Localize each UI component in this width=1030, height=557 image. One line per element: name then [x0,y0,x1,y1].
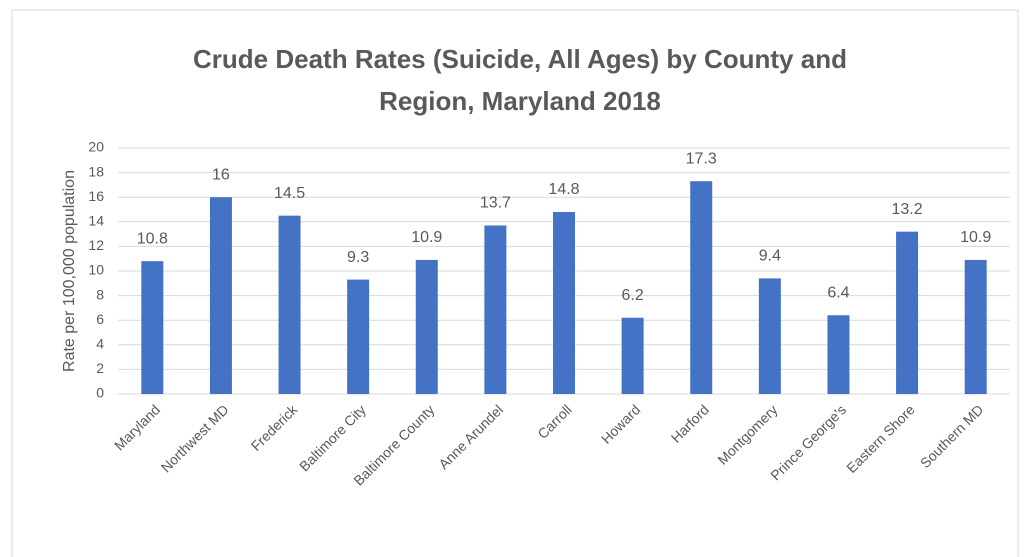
data-label: 13.7 [480,195,511,212]
y-tick-label: 10 [88,262,104,278]
bar [484,225,507,394]
bar [553,211,575,394]
bar [758,278,781,394]
y-tick-label: 16 [88,188,104,204]
bar [141,261,164,394]
y-tick-label: 4 [96,336,104,352]
bar [209,197,232,394]
bar [347,279,370,394]
y-tick-label: 18 [88,163,104,179]
bar [278,215,301,394]
y-tick-label: 8 [96,286,104,302]
data-label: 10.9 [960,229,991,246]
x-tick-label: Southern MD [917,401,987,471]
x-tick-label: Harford [668,401,712,445]
x-tick-label: Maryland [111,401,163,453]
data-label: 14.8 [548,181,579,198]
data-label: 13.2 [892,201,923,218]
y-tick-label: 12 [88,237,104,253]
data-label: 10.8 [137,230,168,247]
x-tick-label: Eastern Shore [843,401,918,476]
bar [896,231,919,394]
x-tick-label: Anne Arundel [435,401,506,472]
y-tick-label: 14 [88,213,104,229]
y-tick-label: 6 [96,311,104,327]
bar [690,181,713,394]
chart-border [11,9,1019,557]
y-tick-label: 0 [96,385,104,401]
bar [415,259,438,394]
data-label: 9.3 [347,249,369,266]
bar [621,317,644,394]
data-label: 6.4 [827,284,849,301]
data-label: 10.9 [411,229,442,246]
x-tick-label: Northwest MD [158,401,232,475]
y-axis-label: Rate per 100,000 population [61,170,78,372]
data-label: 9.4 [759,248,781,265]
x-tick-label: Carroll [534,401,574,441]
y-tick-label: 20 [88,139,104,155]
data-label: 14.5 [274,185,305,202]
x-tick-label: Howard [598,401,643,446]
bar [827,315,850,394]
bar [964,259,987,394]
y-tick-label: 2 [96,360,104,376]
data-label: 17.3 [686,150,717,167]
chart-title: Crude Death Rates (Suicide, All Ages) by… [193,44,847,116]
x-tick-label: Montgomery [714,401,780,467]
data-label: 16 [212,166,230,183]
data-label: 6.2 [621,287,643,304]
x-tick-label: Frederick [248,401,301,454]
x-tick-label: Baltimore City [296,401,369,474]
